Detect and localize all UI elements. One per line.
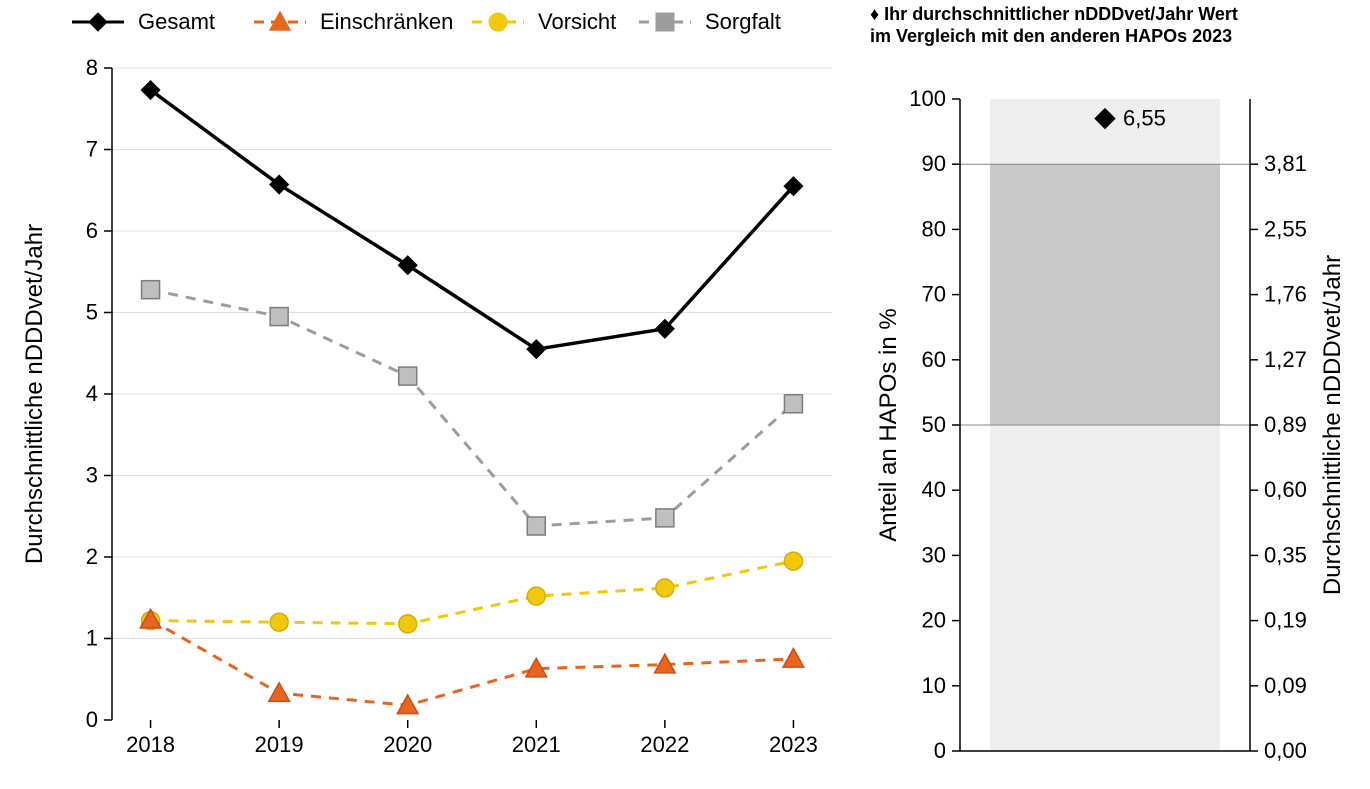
y-tick-label: 7 bbox=[86, 137, 98, 162]
right-left-tick-label: 80 bbox=[922, 216, 946, 241]
legend-label: Einschränken bbox=[320, 9, 453, 34]
right-right-tick-label: 0,60 bbox=[1264, 477, 1307, 502]
y-tick-label: 5 bbox=[86, 300, 98, 325]
right-right-tick-label: 0,09 bbox=[1264, 673, 1307, 698]
y-tick-label: 6 bbox=[86, 218, 98, 243]
right-right-tick-label: 1,27 bbox=[1264, 347, 1307, 372]
square-icon bbox=[142, 281, 160, 299]
x-tick-label: 2019 bbox=[255, 732, 304, 757]
x-tick-label: 2021 bbox=[512, 732, 561, 757]
right-right-tick-label: 3,81 bbox=[1264, 151, 1307, 176]
x-tick-label: 2020 bbox=[383, 732, 432, 757]
legend-label: Vorsicht bbox=[538, 9, 616, 34]
y-tick-label: 3 bbox=[86, 463, 98, 488]
square-icon bbox=[784, 395, 802, 413]
circle-icon bbox=[489, 13, 507, 31]
legend-label: Sorgfalt bbox=[705, 9, 781, 34]
right-left-axis-label: Anteil an HAPOs in % bbox=[875, 308, 902, 541]
right-left-tick-label: 50 bbox=[922, 412, 946, 437]
right-chart-title-line: ♦ Ihr durchschnittlicher nDDDvet/Jahr We… bbox=[870, 4, 1238, 24]
square-icon bbox=[656, 13, 674, 31]
square-icon bbox=[656, 509, 674, 527]
right-chart-title-line: im Vergleich mit den anderen HAPOs 2023 bbox=[870, 26, 1232, 46]
percentile-point-label: 6,55 bbox=[1123, 106, 1166, 131]
y-tick-label: 4 bbox=[86, 381, 98, 406]
y-axis-label: Durchschnittliche nDDDvet/Jahr bbox=[21, 224, 48, 564]
right-left-tick-label: 60 bbox=[922, 347, 946, 372]
right-left-tick-label: 90 bbox=[922, 151, 946, 176]
square-icon bbox=[527, 517, 545, 535]
right-right-tick-label: 0,19 bbox=[1264, 608, 1307, 633]
circle-icon bbox=[527, 587, 545, 605]
circle-icon bbox=[270, 613, 288, 631]
right-left-tick-label: 10 bbox=[922, 673, 946, 698]
y-tick-label: 2 bbox=[86, 544, 98, 569]
right-left-tick-label: 30 bbox=[922, 542, 946, 567]
right-right-tick-label: 1,76 bbox=[1264, 282, 1307, 307]
square-icon bbox=[270, 308, 288, 326]
legend-label: Gesamt bbox=[138, 9, 215, 34]
right-left-tick-label: 40 bbox=[922, 477, 946, 502]
right-right-tick-label: 2,55 bbox=[1264, 216, 1307, 241]
right-left-tick-label: 70 bbox=[922, 282, 946, 307]
circle-icon bbox=[399, 615, 417, 633]
x-tick-label: 2022 bbox=[640, 732, 689, 757]
right-left-tick-label: 0 bbox=[934, 738, 946, 763]
y-tick-label: 1 bbox=[86, 626, 98, 651]
x-tick-label: 2018 bbox=[126, 732, 175, 757]
circle-icon bbox=[784, 552, 802, 570]
right-right-tick-label: 0,89 bbox=[1264, 412, 1307, 437]
right-left-tick-label: 20 bbox=[922, 608, 946, 633]
x-tick-label: 2023 bbox=[769, 732, 818, 757]
y-tick-label: 8 bbox=[86, 55, 98, 80]
right-right-tick-label: 0,35 bbox=[1264, 542, 1307, 567]
right-left-tick-label: 100 bbox=[909, 86, 946, 111]
right-right-tick-label: 0,00 bbox=[1264, 738, 1307, 763]
square-icon bbox=[399, 367, 417, 385]
right-right-axis-label: Durchschnittliche nDDDvet/Jahr bbox=[1319, 255, 1346, 595]
circle-icon bbox=[656, 579, 674, 597]
percentile-shaded-band bbox=[990, 164, 1220, 425]
y-tick-label: 0 bbox=[86, 707, 98, 732]
